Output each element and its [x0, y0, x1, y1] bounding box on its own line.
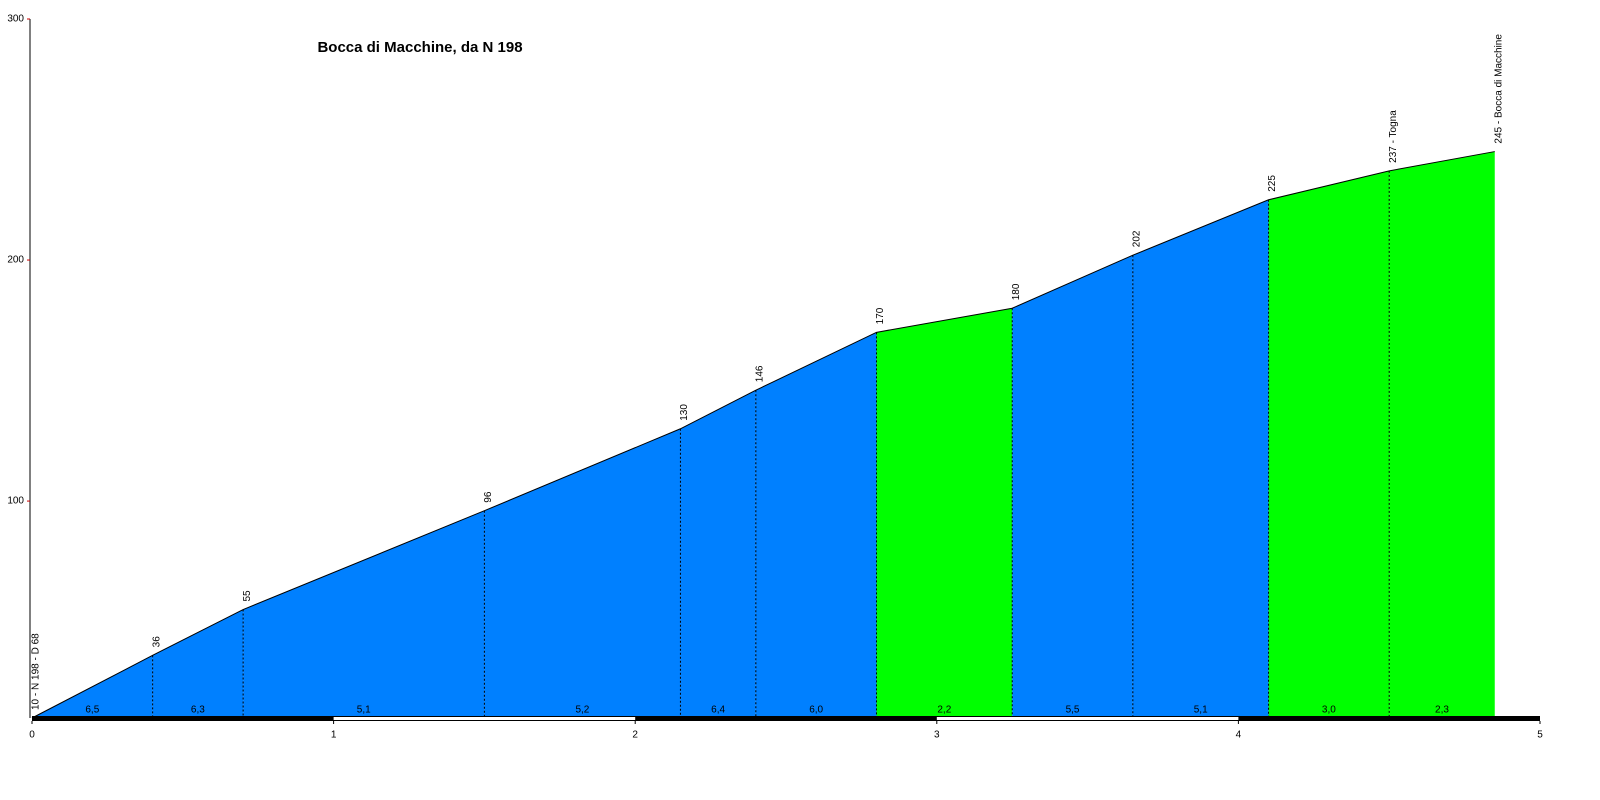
- gradient-label: 5,5: [1066, 705, 1080, 716]
- x-tick-label: 0: [29, 730, 35, 741]
- x-tick-label: 2: [632, 730, 638, 741]
- slope-segment: [755, 332, 877, 718]
- slope-segment: [484, 428, 681, 718]
- gradient-label: 3,0: [1322, 705, 1336, 716]
- slope-segment: [876, 308, 1013, 718]
- x-tick-label: 5: [1537, 730, 1543, 741]
- y-tick-label: 300: [7, 14, 24, 25]
- point-label: 55: [242, 590, 253, 602]
- slope-segment: [680, 390, 756, 718]
- gradient-label: 5,1: [357, 705, 371, 716]
- slope-segment: [152, 609, 244, 718]
- slope-segment: [1268, 170, 1390, 718]
- y-tick-label: 200: [7, 255, 24, 266]
- scale-bar-white: [936, 717, 1239, 720]
- gradient-label: 6,0: [809, 705, 823, 716]
- slope-segment: [243, 510, 485, 718]
- gradient-label: 5,2: [575, 705, 589, 716]
- gradient-label: 6,5: [85, 705, 99, 716]
- gradient-label: 6,4: [711, 705, 725, 716]
- point-label: 130: [679, 404, 690, 421]
- scale-bar-frame: [32, 716, 1540, 721]
- point-label: 10 - N 198 - D 68: [31, 633, 42, 710]
- x-tick-label: 4: [1236, 730, 1242, 741]
- scale-bar-white: [333, 717, 636, 720]
- gradient-label: 5,1: [1194, 705, 1208, 716]
- slope-segment: [1132, 199, 1269, 718]
- slope-segment: [1389, 151, 1495, 718]
- y-tick-label: 100: [7, 496, 24, 507]
- point-label: 237 - Togna: [1388, 110, 1399, 163]
- gradient-label: 6,3: [191, 705, 205, 716]
- gradient-label: 2,2: [937, 705, 951, 716]
- point-label: 225: [1267, 175, 1278, 192]
- point-label: 245 - Bocca di Macchine: [1493, 34, 1504, 144]
- slope-segment: [1012, 255, 1133, 718]
- point-label: 146: [754, 365, 765, 382]
- point-label: 180: [1011, 283, 1022, 300]
- gradient-label: 2,3: [1435, 705, 1449, 716]
- profile-line: [31, 151, 1495, 719]
- chart-title: Bocca di Macchine, da N 198: [317, 39, 522, 56]
- point-label: 170: [875, 307, 886, 324]
- point-label: 36: [151, 636, 162, 648]
- x-tick-label: 3: [934, 730, 940, 741]
- x-tick-label: 1: [331, 730, 337, 741]
- point-label: 202: [1131, 230, 1142, 247]
- point-label: 96: [483, 491, 494, 503]
